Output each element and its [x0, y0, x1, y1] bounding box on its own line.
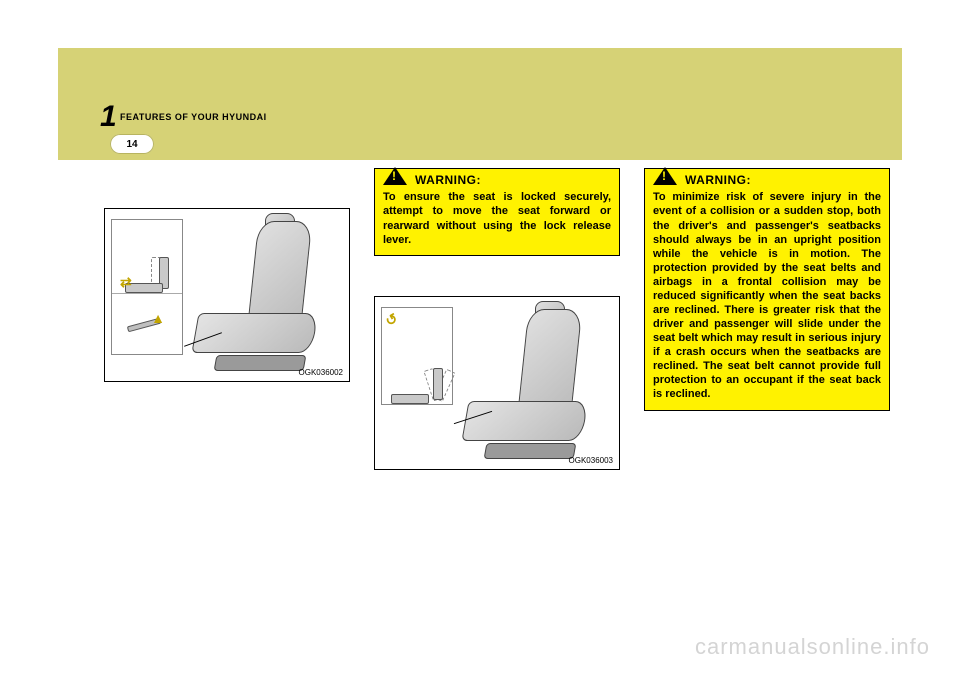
warning-triangle-icon — [383, 167, 407, 185]
warning-box-2: WARNING: To minimize risk of severe inju… — [644, 168, 890, 411]
warning-box-1: WARNING: To ensure the seat is locked se… — [374, 168, 620, 256]
chapter-title: FEATURES OF YOUR HYUNDAI — [120, 112, 267, 122]
warning-triangle-icon — [653, 167, 677, 185]
inset-seat-slide-diagram: ⇄ — [112, 220, 182, 294]
figure-code: OGK036003 — [569, 456, 613, 465]
inset-lever-diagram: ▲ — [112, 294, 182, 354]
figure-inset: ↺ — [381, 307, 453, 405]
column-3: WARNING: To minimize risk of severe inju… — [644, 168, 890, 470]
mini-seat-recline-icon — [391, 360, 443, 404]
figure-seat-recline: ↺ OGK036003 — [374, 296, 620, 470]
figure-code: OGK036002 — [299, 368, 343, 377]
mini-seat-icon — [125, 265, 169, 293]
warning-header: WARNING: — [653, 173, 881, 188]
page-number: 14 — [126, 139, 137, 150]
content-area: ⇄ ▲ OGK036002 — [104, 168, 884, 470]
inset-recline-diagram: ↺ — [382, 308, 452, 404]
warning-body: To minimize risk of severe injury in the… — [653, 190, 881, 401]
seat-illustration — [183, 215, 341, 377]
curved-arrow-icon: ↺ — [382, 310, 399, 330]
seat-illustration — [453, 303, 611, 465]
warning-header: WARNING: — [383, 173, 611, 188]
column-2: WARNING: To ensure the seat is locked se… — [374, 168, 620, 470]
page-number-pill: 14 — [110, 134, 154, 154]
header-band — [58, 48, 902, 160]
watermark: carmanualsonline.info — [695, 634, 930, 660]
warning-title: WARNING: — [685, 173, 751, 188]
column-1: ⇄ ▲ OGK036002 — [104, 168, 350, 470]
up-arrow-icon: ▲ — [151, 310, 165, 326]
figure-seat-slide: ⇄ ▲ OGK036002 — [104, 208, 350, 382]
lever-icon: ▲ — [127, 312, 167, 336]
chapter-number: 1 — [100, 100, 117, 134]
double-arrow-icon: ⇄ — [120, 274, 130, 291]
figure-inset: ⇄ ▲ — [111, 219, 183, 355]
warning-body: To ensure the seat is locked securely, a… — [383, 190, 611, 246]
warning-title: WARNING: — [415, 173, 481, 188]
